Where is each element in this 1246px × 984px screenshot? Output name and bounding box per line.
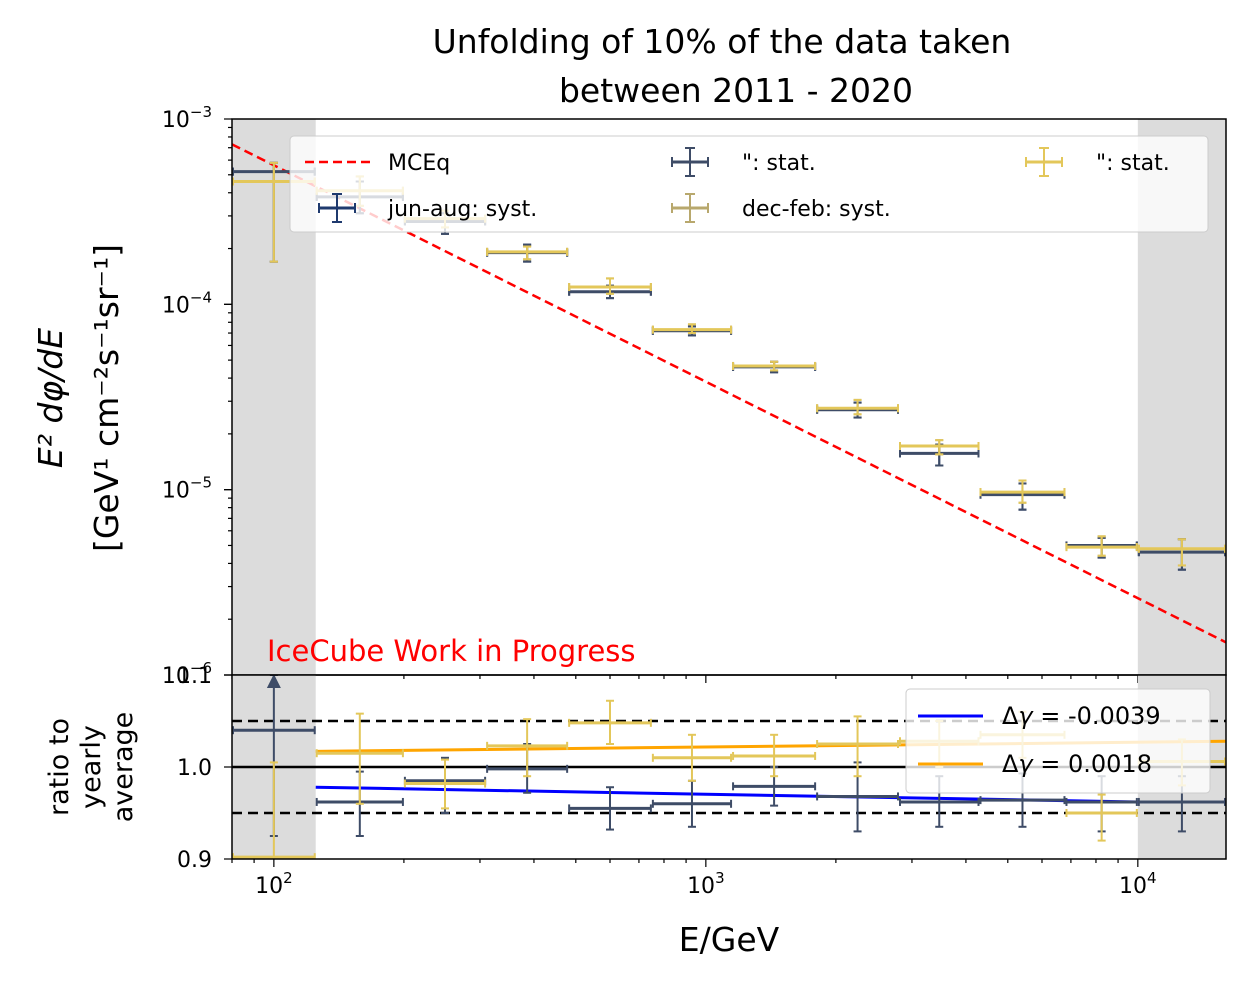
ratio-dec-feb-point (732, 733, 817, 778)
y-tick-label: 0.9 (177, 848, 212, 873)
ratio-dec-feb-point (816, 715, 900, 778)
top-dec-feb-stat-point (1137, 538, 1226, 567)
legend-decfeb-syst-label: dec-feb: syst. (742, 197, 891, 222)
bottom-legend: Δγ = -0.0039 Δγ = 0.0018 (905, 688, 1211, 794)
legend-junaug-syst-swatch (318, 193, 356, 223)
top-dec-feb-stat-point (486, 245, 569, 261)
legend-decfeb-stat-label: ": stat. (1096, 151, 1170, 176)
bottom-y-axis: 1.1 1.0 0.9 (177, 664, 232, 873)
ratio-dec-feb-point (651, 733, 733, 782)
ratio-dec-feb-point (568, 699, 652, 745)
ratio-dec-feb-point (232, 761, 316, 859)
y-tick-label: 1.1 (177, 664, 212, 689)
top-legend: MCEq ": stat. ": stat. jun-aug: syst. de… (289, 135, 1209, 233)
chart-title-line2: between 2011 - 2020 (559, 71, 913, 110)
x-tick-label: 103 (687, 869, 725, 899)
top-ylabel-line1: E² dφ/dE (31, 328, 70, 468)
legend-mceq-label: MCEq (388, 151, 450, 176)
ratio-dec-feb-point (1065, 793, 1138, 842)
top-dec-feb-stat-point (899, 439, 980, 456)
watermark: IceCube Work in Progress (267, 634, 636, 668)
top-dec-feb-stat-point (1065, 535, 1138, 557)
x-tick-label: 104 (1119, 869, 1157, 899)
chart-title-line1: Unfolding of 10% of the data taken (433, 22, 1012, 61)
legend-fit-decfeb-label: Δγ = 0.0018 (1002, 750, 1152, 778)
bottom-ylabel-line1: ratio to (44, 718, 75, 816)
bottom-ylabel-line2: yearly (76, 725, 107, 809)
bottom-plot-frame (231, 674, 1227, 860)
legend-junaug-stat-label: ": stat. (742, 151, 816, 176)
top-dec-feb-stat-point (568, 277, 652, 295)
top-panel: 10−3 10−4 10−5 10−6 MCEq ": stat. ": stat. … (31, 103, 1227, 689)
bottom-panel: 1.1 1.0 0.9 Δγ = -0.0039 Δγ = 0.0018 ratio… (44, 664, 1227, 959)
legend-fit-junaug-label: Δγ = -0.0039 (1002, 702, 1161, 730)
top-ylabel-line2: [GeV¹ cm⁻²s⁻¹sr⁻¹] (87, 244, 126, 552)
y-tick-label: 10−6 (162, 659, 212, 689)
ratio-dec-feb-point (486, 718, 569, 778)
top-dec-feb-stat-point (979, 479, 1066, 504)
legend-junaug-syst-label: jun-aug: syst. (387, 197, 537, 222)
bottom-y-label: ratio to yearly average (44, 712, 139, 823)
legend-junaug-stat-swatch (671, 147, 709, 177)
y-tick-label: 10−4 (162, 288, 212, 318)
x-axis: 102 103 104 (255, 869, 1157, 899)
y-tick-label: 10−3 (162, 103, 212, 133)
top-dec-feb-stat-point (816, 398, 900, 416)
top-dec-feb-stat-point (651, 323, 733, 335)
top-minor-ticks (231, 675, 1139, 683)
top-y-axis: 10−3 10−4 10−5 10−6 (162, 103, 232, 689)
y-tick-label: 10−5 (162, 474, 212, 504)
top-y-label: E² dφ/dE [GeV¹ cm⁻²s⁻¹sr⁻¹] (31, 244, 126, 552)
bottom-ylabel-line3: average (108, 712, 139, 823)
ratio-dec-feb-point (315, 712, 404, 805)
ratio-upper-limit-arrow (266, 675, 281, 688)
x-tick-label: 102 (255, 869, 293, 899)
top-dec-feb-stat-point (732, 360, 817, 372)
legend-decfeb-stat-swatch (1025, 147, 1063, 177)
ratio-dec-feb-point (403, 758, 487, 810)
top-legend-box (289, 135, 1209, 233)
legend-decfeb-syst-swatch (671, 193, 709, 223)
top-series-points (232, 161, 1226, 571)
ratio-jun-aug-point (651, 779, 733, 828)
bottom-minor-ticks (231, 859, 1139, 867)
ratio-jun-aug-point (568, 786, 652, 831)
y-tick-label: 1.0 (177, 756, 212, 781)
x-axis-label: E/GeV (679, 920, 780, 959)
